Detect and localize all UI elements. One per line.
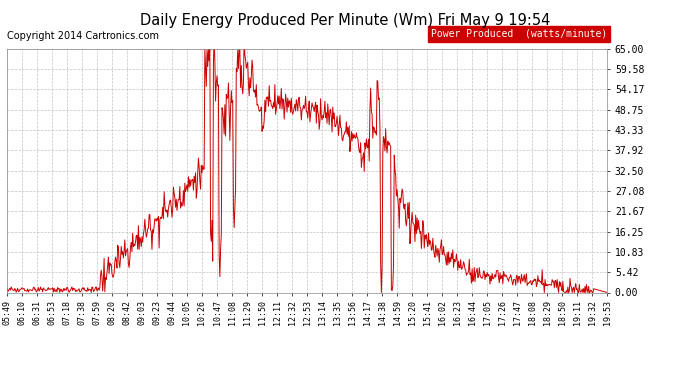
Text: Power Produced  (watts/minute): Power Produced (watts/minute): [431, 29, 607, 39]
Text: Copyright 2014 Cartronics.com: Copyright 2014 Cartronics.com: [7, 32, 159, 41]
Text: Daily Energy Produced Per Minute (Wm) Fri May 9 19:54: Daily Energy Produced Per Minute (Wm) Fr…: [140, 13, 550, 28]
